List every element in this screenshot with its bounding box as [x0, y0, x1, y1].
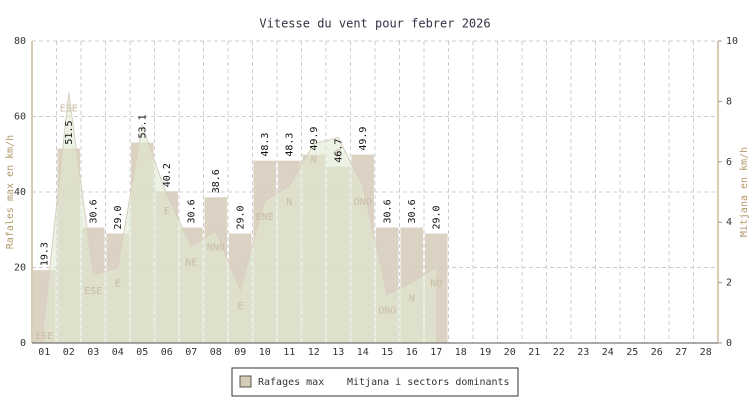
x-tick-label: 08: [210, 347, 222, 358]
area-line: [43, 92, 437, 321]
y-tick-label: 60: [14, 112, 26, 123]
x-tick-label: 09: [234, 347, 246, 358]
value-label: 30.6: [382, 199, 393, 223]
value-label: 29.0: [235, 205, 246, 229]
y2-tick-label: 2: [726, 278, 732, 289]
x-tick-label: 01: [38, 347, 50, 358]
direction-label: ONO: [354, 197, 372, 208]
x-tick-label: 12: [308, 347, 320, 358]
chart-title: Vitesse du vent pour febrer 2026: [259, 17, 490, 31]
x-tick-label: 11: [283, 347, 295, 358]
legend-box: [231, 367, 519, 397]
y-tick-label: 40: [14, 187, 26, 198]
value-label: 51.5: [64, 120, 75, 144]
legend-swatch: [239, 375, 252, 388]
x-tick-label: 17: [430, 347, 442, 358]
x-tick-label: 02: [63, 347, 75, 358]
value-label: 29.0: [113, 205, 124, 229]
x-tick-label: 04: [112, 347, 124, 358]
direction-label: ESE: [60, 103, 78, 114]
value-label: 49.9: [309, 127, 320, 151]
y2-tick-label: 6: [726, 157, 732, 168]
direction-label: E: [115, 279, 121, 290]
legend-label: Rafages max: [258, 377, 324, 388]
value-label: 48.3: [284, 133, 295, 157]
x-tick-label: 18: [455, 347, 467, 358]
x-tick-label: 24: [602, 347, 614, 358]
direction-label: ENE: [256, 212, 274, 223]
x-tick-label: 07: [185, 347, 197, 358]
x-tick-label: 21: [528, 347, 540, 358]
y-axis-label: Rafales max en km/h: [5, 135, 16, 249]
direction-label: NO: [430, 279, 442, 290]
legend-label: Mitjana i sectors dominants: [347, 377, 510, 388]
value-label: 53.1: [137, 114, 148, 138]
x-tick-label: 20: [504, 347, 516, 358]
value-label: 30.6: [186, 199, 197, 223]
direction-label: N: [286, 197, 292, 208]
x-tick-label: 28: [700, 347, 712, 358]
x-tick-label: 14: [357, 347, 369, 358]
direction-label: ESE: [35, 331, 53, 342]
value-label: 30.6: [407, 199, 418, 223]
x-tick-label: 26: [651, 347, 663, 358]
value-label: 49.9: [358, 127, 369, 151]
x-tick-label: 06: [161, 347, 173, 358]
x-tick-label: 19: [479, 347, 491, 358]
value-label: 19.3: [39, 242, 50, 266]
value-label: 30.6: [88, 199, 99, 223]
x-tick-label: 15: [381, 347, 393, 358]
x-tick-label: 16: [406, 347, 418, 358]
direction-label: E: [335, 149, 341, 160]
x-tick-label: 05: [136, 347, 148, 358]
y-tick-label: 80: [14, 36, 26, 47]
direction-label: NE: [185, 257, 197, 268]
direction-label: E: [237, 301, 243, 312]
x-tick-label: 03: [87, 347, 99, 358]
direction-label: E: [164, 206, 170, 217]
value-label: 48.3: [260, 133, 271, 157]
direction-label: N: [311, 155, 317, 166]
x-tick-label: 27: [675, 347, 687, 358]
direction-label: NNO: [207, 242, 225, 253]
y2-axis-label: Mitjana en km/h: [739, 147, 750, 237]
value-label: 46.7: [333, 139, 344, 163]
x-tick-label: 25: [626, 347, 638, 358]
area-fill: [44, 92, 437, 343]
direction-label: ONO: [378, 306, 396, 317]
value-label: 38.6: [211, 169, 222, 193]
y-tick-label: 0: [20, 338, 26, 349]
x-tick-label: 22: [553, 347, 565, 358]
y-tick-label: 20: [14, 263, 26, 274]
direction-label: N: [409, 294, 415, 305]
x-tick-label: 23: [577, 347, 589, 358]
x-tick-label: 10: [259, 347, 271, 358]
y2-tick-label: 4: [726, 217, 732, 228]
y2-tick-label: 0: [726, 338, 732, 349]
y2-tick-label: 8: [726, 96, 732, 107]
direction-label: ESE: [84, 286, 102, 297]
x-tick-label: 13: [332, 347, 344, 358]
value-label: 29.0: [431, 205, 442, 229]
y2-tick-label: 10: [726, 36, 738, 47]
value-label: 40.2: [162, 163, 173, 187]
